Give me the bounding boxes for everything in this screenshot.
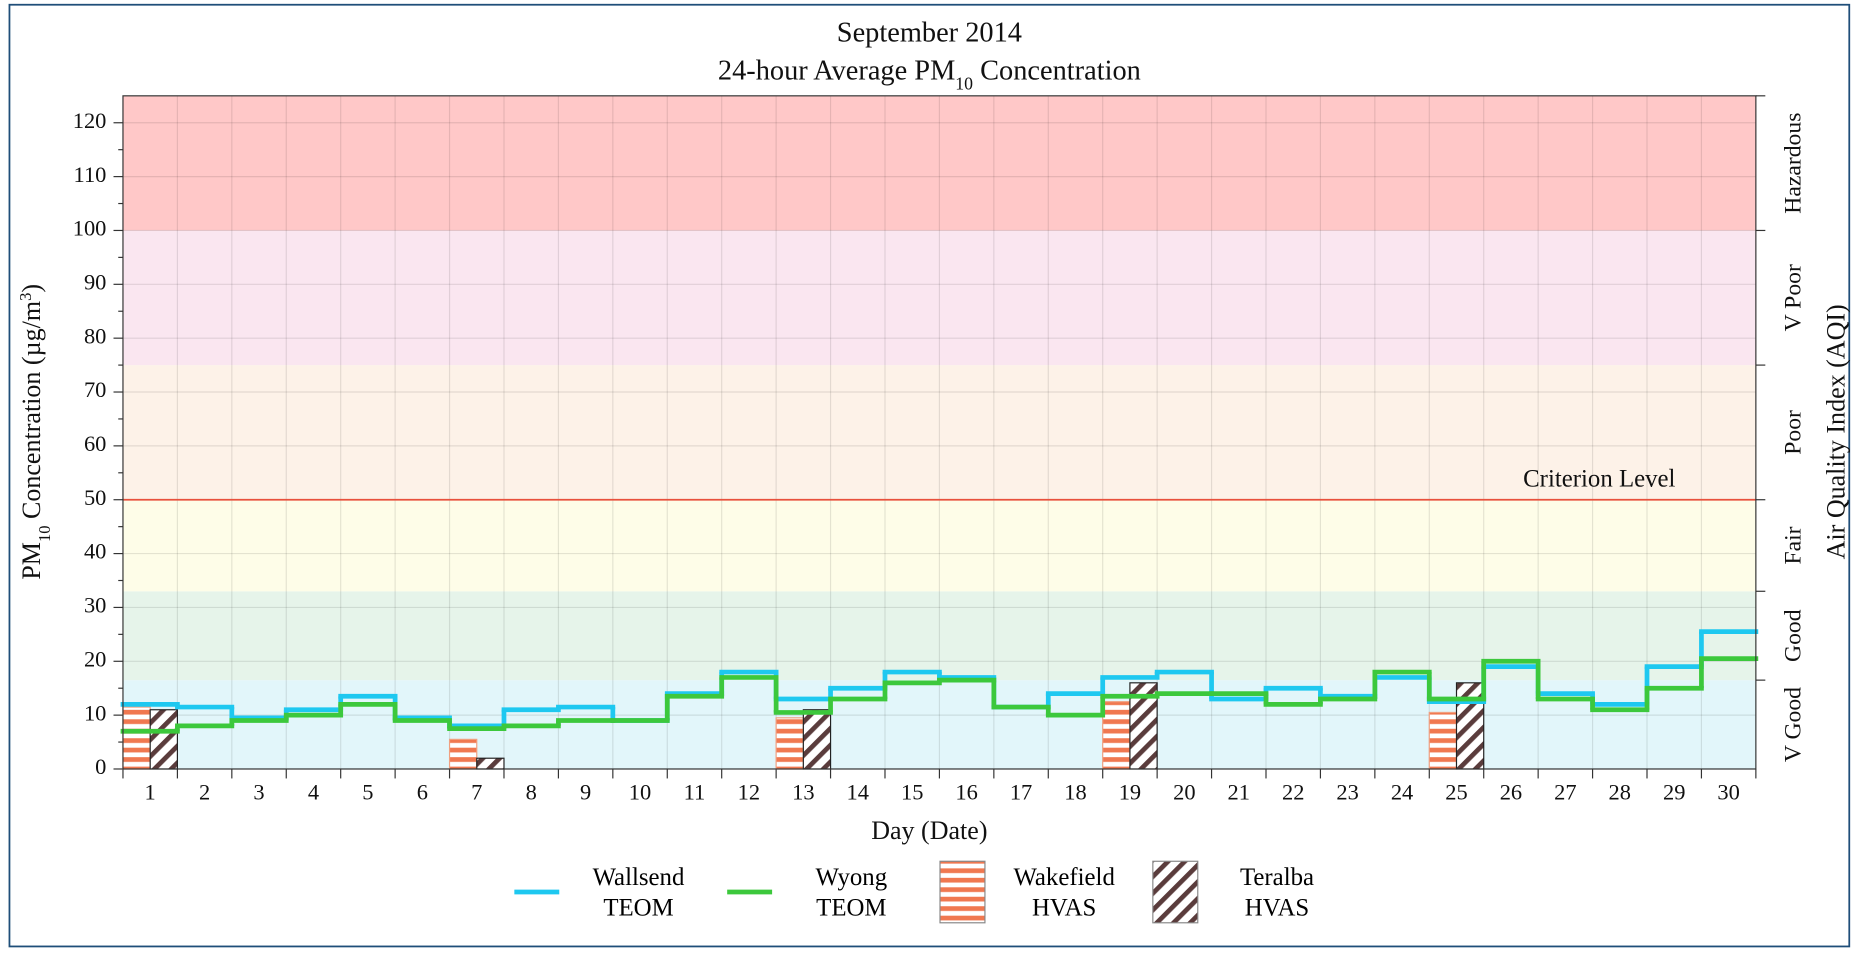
ylabel-sup: 3 — [16, 293, 35, 301]
x-tick-label: 3 — [253, 780, 264, 805]
x-tick-label: 10 — [629, 780, 651, 805]
aqi-band-label: Poor — [1780, 410, 1806, 455]
x-tick-label: 23 — [1336, 780, 1358, 805]
x-tick-label: 5 — [362, 780, 373, 805]
x-tick-label: 7 — [471, 780, 482, 805]
frame — [8, 3, 1851, 948]
bar — [1455, 682, 1485, 770]
legend-item: Wallsend TEOM — [512, 859, 704, 925]
y-tick-label: 80 — [84, 323, 106, 348]
x-tick-label: 22 — [1282, 780, 1304, 805]
aqi-band — [122, 499, 1756, 592]
y2-axis-title: Air Quality Index (AQI) — [1822, 304, 1851, 559]
aqi-band-label: V Poor — [1780, 264, 1806, 331]
x-tick-label: 13 — [792, 780, 814, 805]
x-tick-label: 19 — [1119, 780, 1141, 805]
legend-swatch — [939, 860, 986, 924]
legend-swatch — [1152, 860, 1199, 924]
criterion-label: Criterion Level — [1523, 466, 1675, 493]
x-tick-label: 15 — [901, 780, 923, 805]
y-tick-label: 0 — [95, 754, 106, 779]
legend-label: Teralba HVAS — [1239, 862, 1315, 922]
ylabel-part: Concentration (µg/m — [17, 301, 46, 526]
x-tick-label: 9 — [580, 780, 591, 805]
aqi-band-label: Fair — [1780, 526, 1806, 564]
y-tick-label: 40 — [84, 539, 106, 564]
aqi-band-label: Good — [1780, 609, 1806, 662]
subtitle-sub: 10 — [955, 73, 973, 93]
bar — [1102, 701, 1131, 770]
bar — [122, 706, 151, 770]
x-tick-label: 12 — [738, 780, 760, 805]
x-tick-label: 2 — [199, 780, 210, 805]
y-tick-label: 60 — [84, 431, 106, 456]
x-tick-label: 20 — [1173, 780, 1195, 805]
x-tick-label: 24 — [1391, 780, 1413, 805]
aqi-band — [122, 95, 1756, 231]
aqi-band-label: Hazardous — [1780, 113, 1806, 214]
legend-swatch — [514, 889, 560, 895]
x-tick-label: 28 — [1609, 780, 1631, 805]
x-tick-label: 26 — [1500, 780, 1522, 805]
x-tick-label: 8 — [526, 780, 537, 805]
x-tick-label: 16 — [955, 780, 977, 805]
bar — [802, 709, 832, 770]
aqi-band — [122, 230, 1756, 366]
subtitle-part: Concentration — [973, 55, 1141, 86]
ylabel-part: ) — [17, 284, 46, 293]
subtitle-part: 24-hour Average PM — [718, 55, 955, 86]
legend-item: Wyong TEOM — [725, 859, 917, 925]
x-tick-label: 14 — [847, 780, 869, 805]
legend-item: Teralba HVAS — [1150, 859, 1342, 925]
legend-item: Wakefield HVAS — [938, 859, 1130, 925]
bar — [149, 709, 178, 770]
ylabel-part: PM — [17, 542, 46, 580]
bar — [1428, 711, 1458, 770]
aqi-band — [122, 365, 1756, 500]
y-tick-label: 90 — [84, 269, 106, 294]
x-tick-label: 1 — [145, 780, 156, 805]
y-tick-label: 70 — [84, 377, 106, 402]
x-tick-label: 30 — [1717, 780, 1739, 805]
legend-box — [1152, 860, 1199, 924]
y-tick-label: 100 — [73, 216, 107, 241]
legend: Wallsend TEOM Wyong TEOM Wakefield HVAS Ter… — [0, 859, 1854, 925]
y-tick-label: 50 — [84, 485, 106, 510]
legend-label: Wallsend TEOM — [592, 862, 685, 922]
chart-title: September 2014 — [837, 17, 1022, 48]
bar — [448, 738, 478, 770]
legend-swatch — [727, 889, 773, 895]
y-tick-label: 10 — [84, 700, 106, 725]
x-tick-label: 21 — [1228, 780, 1250, 805]
aqi-band-label: V Good — [1780, 687, 1806, 762]
bar — [476, 757, 505, 770]
legend-box — [939, 860, 986, 924]
x-tick-label: 6 — [417, 780, 428, 805]
legend-label: Wakefield HVAS — [1013, 862, 1115, 922]
chart-subtitle: 24-hour Average PM10 Concentration — [718, 55, 1141, 93]
y-tick-label: 120 — [73, 108, 107, 133]
x-tick-label: 11 — [684, 780, 706, 805]
y-tick-label: 110 — [74, 162, 107, 187]
x-axis-title: Day (Date) — [871, 816, 987, 845]
legend-label: Wyong TEOM — [815, 862, 888, 922]
y-tick-label: 30 — [84, 593, 106, 618]
y-tick-label: 20 — [84, 646, 106, 671]
plot-border — [122, 95, 1757, 770]
x-tick-label: 29 — [1663, 780, 1685, 805]
bar — [775, 717, 804, 770]
x-tick-label: 18 — [1064, 780, 1086, 805]
x-tick-label: 25 — [1445, 780, 1467, 805]
x-tick-label: 17 — [1010, 780, 1032, 805]
ylabel-sub: 10 — [35, 525, 54, 542]
aqi-bands — [122, 95, 1756, 769]
x-tick-label: 27 — [1554, 780, 1576, 805]
x-tick-label: 4 — [308, 780, 319, 805]
y-axis-title: PM10 Concentration (µg/m3) — [16, 284, 54, 580]
